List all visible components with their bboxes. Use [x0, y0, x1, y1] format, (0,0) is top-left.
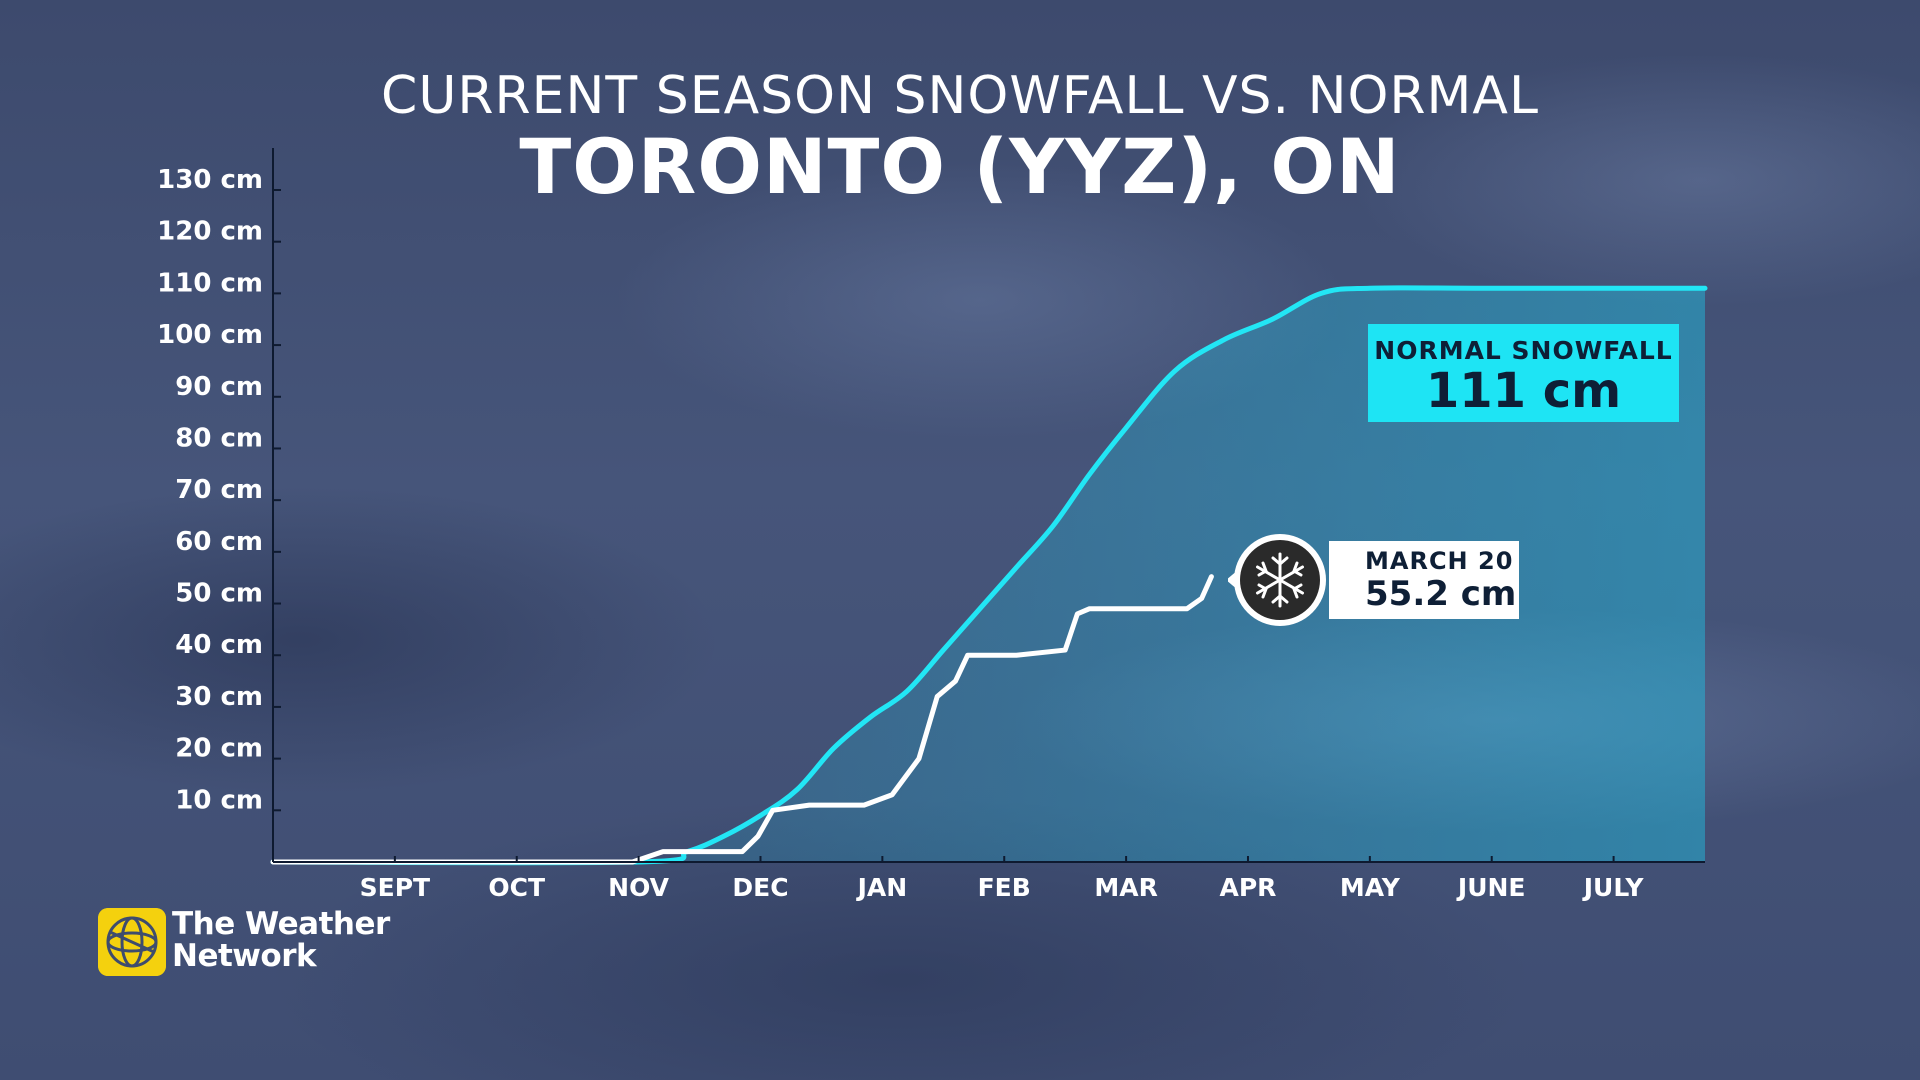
y-tick-label: 60 cm: [175, 527, 263, 557]
normal-snowfall-line: [270, 285, 1708, 866]
y-tick-label: 90 cm: [175, 372, 263, 402]
snowflake-icon: [1228, 534, 1326, 626]
y-tick-label: 70 cm: [175, 475, 263, 505]
x-tick-label: MAY: [1340, 873, 1401, 902]
y-tick-label: 110 cm: [157, 268, 263, 298]
x-tick-label: APR: [1220, 873, 1277, 902]
x-axis-ticks: SEPT OCT NOV DEC JAN FEB MAR APR MAY JUNE JULY: [360, 856, 1645, 902]
normal-snowfall-label: NORMAL SNOWFALL: [1374, 336, 1673, 365]
brand-name: The Weather Network: [172, 908, 390, 972]
chart-title: CURRENT SEASON SNOWFALL VS. NORMAL: [381, 66, 1539, 126]
x-tick-label: MAR: [1094, 873, 1157, 902]
y-tick-label: 10 cm: [175, 785, 263, 815]
x-tick-label: SEPT: [360, 873, 430, 902]
x-tick-label: JAN: [856, 873, 908, 902]
brand-logo: The Weather Network: [98, 906, 398, 978]
x-tick-label: NOV: [608, 873, 670, 902]
y-axis-ticks: 10 cm 20 cm 30 cm 40 cm 50 cm 60 cm 70 cm 80 cm…: [157, 165, 281, 815]
x-tick-label: OCT: [488, 873, 545, 902]
y-tick-label: 50 cm: [175, 579, 263, 609]
brand-name-line1: The Weather: [172, 906, 390, 942]
brand-name-line2: Network: [172, 938, 317, 974]
y-tick-label: 40 cm: [175, 630, 263, 660]
y-tick-label: 120 cm: [157, 217, 263, 247]
chart-subtitle: TORONTO (YYZ), ON: [519, 122, 1401, 211]
normal-snowfall-area: [273, 287, 1705, 863]
current-snowfall-line: [270, 574, 1214, 865]
current-snowfall-value: 55.2 cm: [1365, 574, 1517, 614]
y-tick-label: 30 cm: [175, 682, 263, 712]
current-snowfall-callout: MARCH 20 55.2 cm: [1329, 541, 1519, 619]
x-tick-label: DEC: [732, 873, 788, 902]
weather-network-globe-icon: [98, 908, 166, 976]
y-tick-label: 100 cm: [157, 320, 263, 350]
x-tick-label: JUNE: [1456, 873, 1526, 902]
y-tick-label: 80 cm: [175, 423, 263, 453]
y-tick-label: 130 cm: [157, 165, 263, 195]
normal-snowfall-value: 111 cm: [1425, 363, 1622, 419]
x-tick-label: JULY: [1582, 873, 1645, 902]
x-tick-label: FEB: [978, 873, 1031, 902]
current-date-label: MARCH 20: [1365, 547, 1514, 575]
y-tick-label: 20 cm: [175, 734, 263, 764]
normal-snowfall-callout: NORMAL SNOWFALL 111 cm: [1368, 324, 1679, 422]
